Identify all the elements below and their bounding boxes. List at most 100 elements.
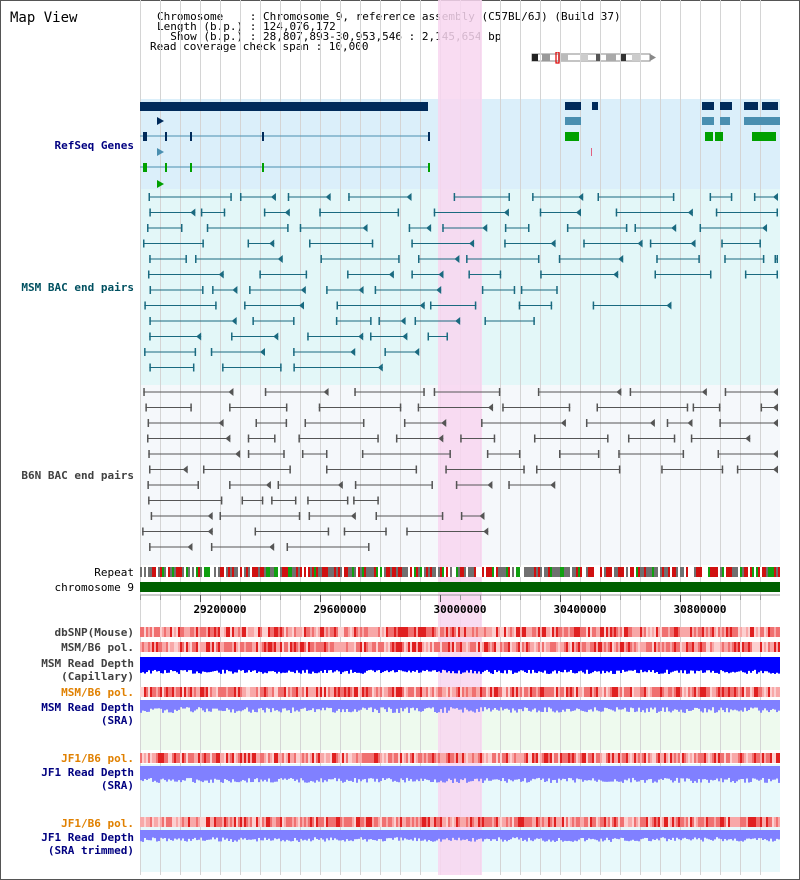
msm-sra-depth-bar — [422, 700, 424, 712]
dbsnp-mark — [196, 627, 198, 637]
msm-b6-pol-2-mark — [690, 687, 692, 697]
jf1-trimmed-depth-bar — [662, 830, 664, 838]
refseq-genes-track[interactable] — [140, 102, 780, 188]
msm-sra-depth-bar — [438, 700, 440, 713]
repeat-mark — [580, 567, 582, 577]
msm-capillary-depth-bar — [676, 657, 678, 671]
msm-b6-pol-2-mark — [186, 687, 188, 697]
jf1-sra-depth-bar — [456, 766, 458, 782]
msm-sra-depth-bar — [370, 700, 372, 708]
jf1-b6-pol-mark — [248, 753, 250, 763]
msm-b6-pol-mark — [416, 642, 418, 652]
jf1-b6-pol-2-mark — [758, 817, 760, 827]
jf1-b6-pol-mark — [606, 753, 608, 763]
dbsnp-mark — [534, 627, 536, 637]
bac-end — [717, 450, 720, 458]
msm-sra-depth-bar — [492, 700, 494, 710]
jf1-b6-pol-mark — [370, 753, 372, 763]
jf1-trimmed-depth-bar — [292, 830, 294, 842]
repeat-mark — [220, 567, 222, 577]
repeat-mark — [200, 567, 202, 577]
jf1-sra-depth-bar — [516, 766, 518, 780]
jf1-b6-pol-mark — [214, 753, 216, 763]
dbsnp-mark — [372, 627, 374, 637]
jf1-trimmed-depth-bar — [392, 830, 394, 840]
repeat-mark — [398, 567, 400, 577]
bac-end — [411, 239, 413, 248]
jf1-b6-pol-2-mark — [600, 817, 602, 827]
repeat-mark — [656, 567, 658, 577]
msm-b6-pol-mark — [224, 642, 226, 652]
bac-arrow — [637, 239, 643, 248]
msm-b6-pol-mark — [212, 642, 214, 652]
msm-bac-track[interactable] — [143, 193, 778, 372]
jf1-trimmed-depth-bar — [350, 830, 352, 841]
msm-b6-pol-mark — [490, 642, 492, 652]
repeat-mark — [712, 567, 714, 577]
jf1-sra-depth-bar — [610, 766, 612, 782]
msm-b6-pol-mark — [404, 642, 406, 652]
msm-b6-pol-mark — [722, 642, 724, 652]
dbsnp-mark — [578, 627, 580, 637]
jf1-trimmed-depth-bar — [340, 830, 342, 841]
chromosome-9-bar — [140, 582, 780, 592]
msm-b6-pol-2-mark — [708, 687, 710, 697]
bac-end — [568, 403, 571, 412]
b6n-bac-track[interactable] — [142, 388, 778, 551]
msm-sra-depth-bar — [684, 700, 686, 713]
jf1-sra-depth-bar — [278, 766, 280, 779]
jf1-trimmed-depth-bar — [294, 830, 296, 838]
jf1-trimmed-depth-bar — [378, 830, 380, 840]
msm-b6-pol-2-mark — [638, 687, 640, 697]
jf1-trimmed-depth-bar — [396, 830, 398, 838]
jf1-b6-pol-2-mark — [586, 817, 588, 827]
msm-sra-depth-bar — [594, 700, 596, 708]
msm-capillary-depth-bar — [580, 657, 582, 671]
msm-capillary-depth-bar — [152, 657, 154, 671]
msm-sra-depth-bar — [374, 700, 376, 709]
jf1-trimmed-depth-bar — [482, 830, 484, 842]
msm-b6-pol-mark — [652, 642, 654, 652]
msm-b6-pol-mark — [380, 642, 382, 652]
jf1-trimmed-depth-bar — [428, 830, 430, 841]
jf1-b6-pol-mark — [436, 753, 438, 763]
msm-sra-depth-bar — [212, 700, 214, 709]
jf1-b6-pol-2-mark — [556, 817, 558, 827]
msm-b6-pol-mark — [362, 642, 364, 652]
msm-sra-depth-bar — [666, 700, 668, 708]
genome-plot[interactable]: 29200000 29600000 30000000 30400000 30800000 — [140, 0, 780, 880]
bac-end — [148, 465, 151, 474]
msm-sra-depth-bar — [282, 700, 284, 709]
dbsnp-mark — [664, 627, 666, 637]
jf1-b6-pol-2-mark — [374, 817, 376, 827]
msm-b6-pol-2-mark — [216, 687, 218, 697]
gene-block — [744, 117, 780, 125]
msm-sra-depth-bar — [296, 700, 298, 711]
msm-capillary-depth-bar — [576, 657, 578, 674]
msm-b6-pol-mark — [372, 642, 374, 652]
msm-b6-pol-mark — [196, 642, 198, 652]
jf1-trimmed-depth-bar — [354, 830, 356, 840]
bac-end — [384, 348, 386, 356]
jf1-trimmed-depth-bar — [666, 830, 668, 842]
chromosome-ideogram[interactable] — [528, 52, 658, 64]
jf1-b6-pol-2-mark — [216, 817, 218, 827]
bac-end — [289, 465, 291, 474]
msm-b6-pol-2-mark — [306, 687, 308, 697]
msm-sra-depth-bar — [214, 700, 216, 709]
jf1-sra-depth-bar — [326, 766, 328, 782]
msm-b6-pol-mark — [596, 642, 598, 652]
jf1-trimmed-depth-bar — [272, 830, 274, 841]
jf1-trimmed-depth-bar — [612, 830, 614, 839]
repeat-mark — [166, 567, 168, 577]
jf1-b6-pol-mark — [182, 753, 184, 763]
jf1-b6-pol-2-mark — [744, 817, 746, 827]
msm-b6-pol-2-mark — [716, 687, 718, 697]
dbsnp-mark — [542, 627, 544, 637]
msm-sra-depth-bar — [538, 700, 540, 711]
msm-b6-pol-mark — [662, 642, 664, 652]
jf1-trimmed-depth-bar — [522, 830, 524, 841]
msm-capillary-depth-bar — [464, 657, 466, 673]
msm-capillary-depth-bar — [260, 657, 262, 673]
jf1-b6-pol-2-mark — [364, 817, 366, 827]
